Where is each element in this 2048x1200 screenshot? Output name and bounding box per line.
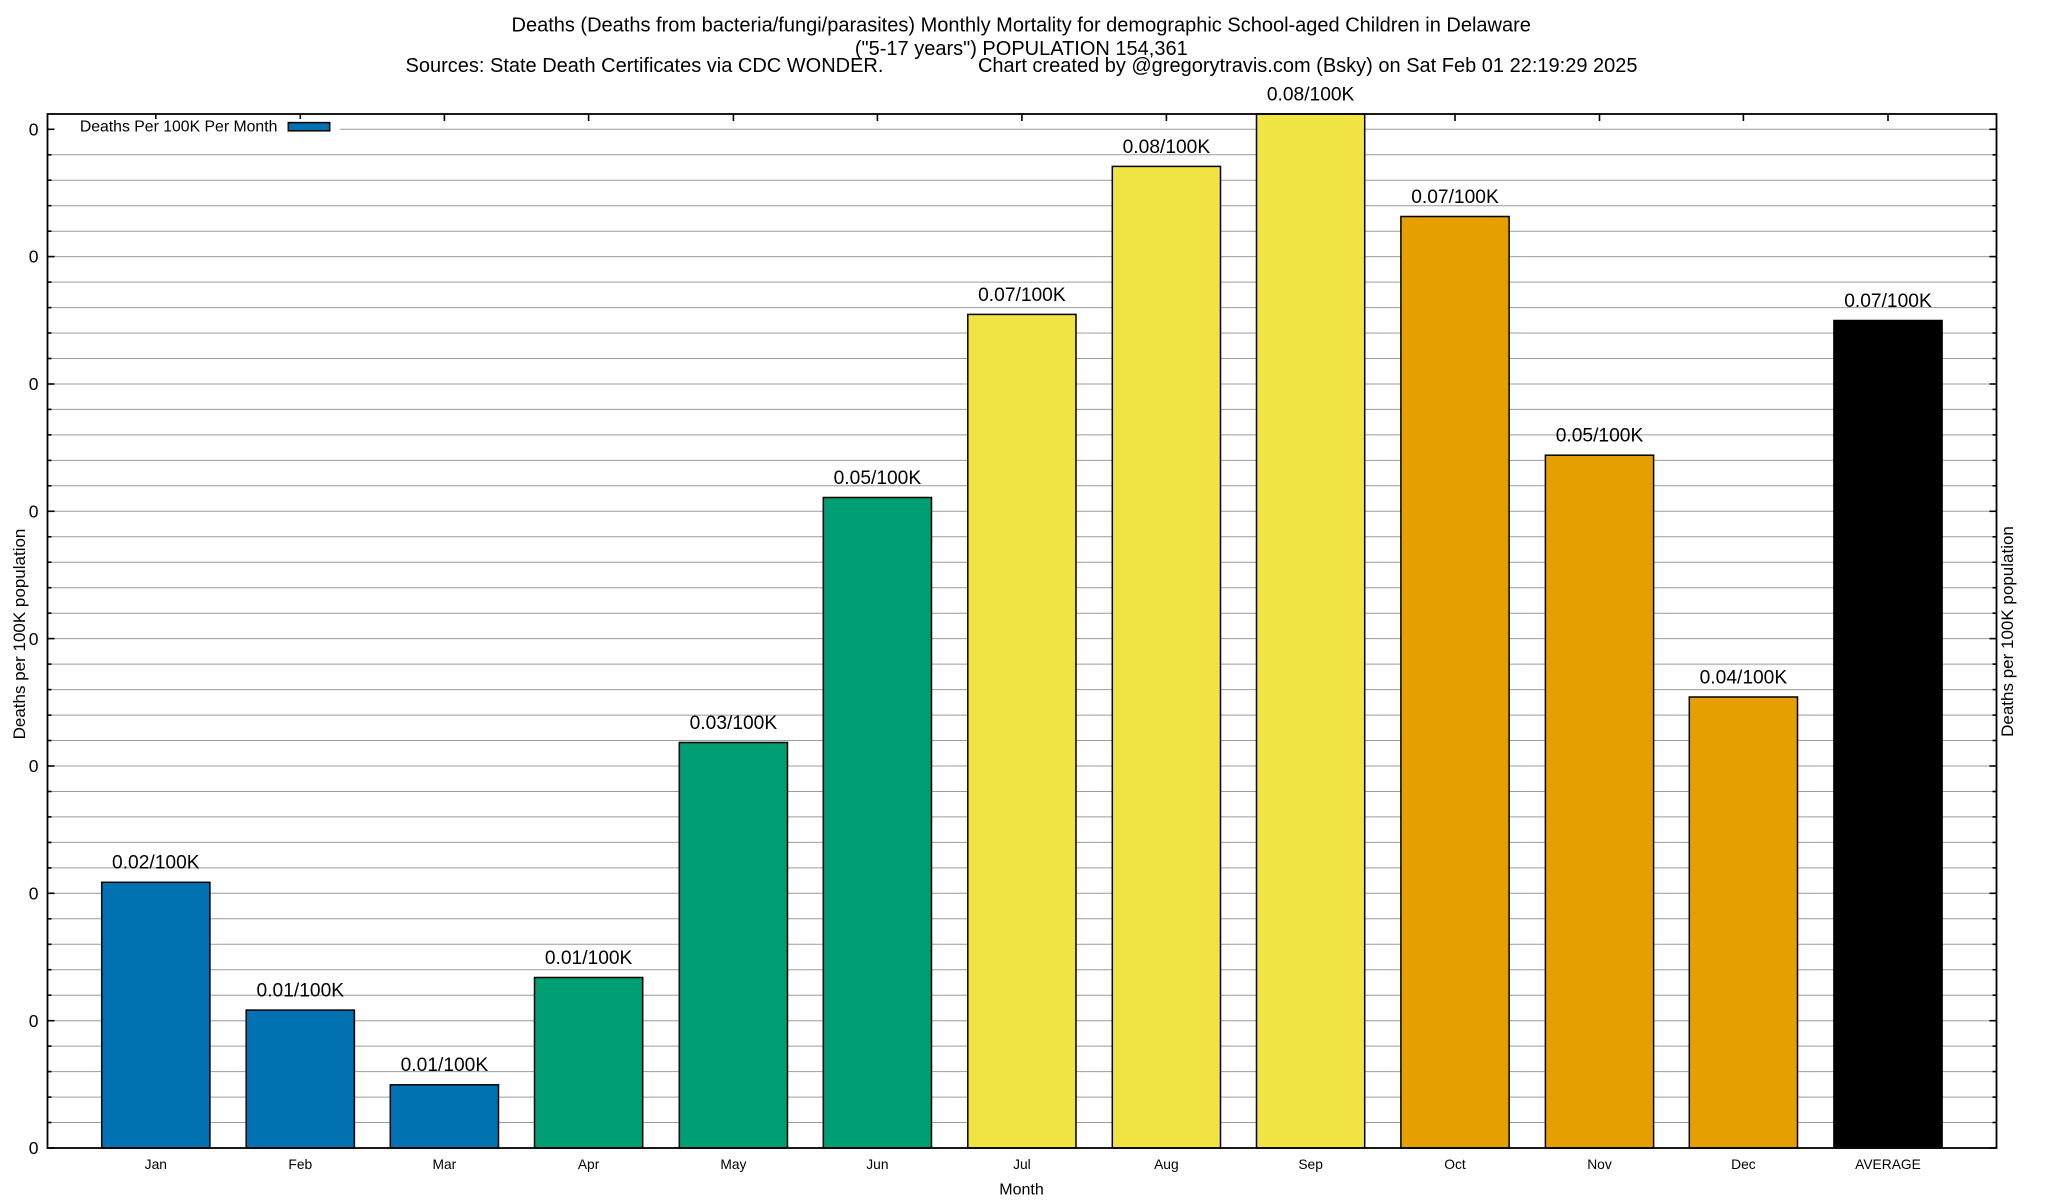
svg-text:0: 0 bbox=[29, 247, 39, 267]
svg-text:0.01/100K: 0.01/100K bbox=[545, 948, 633, 969]
svg-text:Sep: Sep bbox=[1298, 1157, 1323, 1172]
svg-text:("5-17 years") POPULATION 154,: ("5-17 years") POPULATION 154,361 bbox=[855, 38, 1188, 60]
svg-text:0: 0 bbox=[29, 883, 39, 903]
svg-text:0.07/100K: 0.07/100K bbox=[1411, 187, 1499, 208]
svg-text:Jul: Jul bbox=[1013, 1157, 1031, 1172]
svg-text:0: 0 bbox=[29, 501, 39, 521]
svg-text:Deaths per 100K population: Deaths per 100K population bbox=[1998, 526, 2017, 737]
svg-text:Feb: Feb bbox=[288, 1157, 312, 1172]
svg-text:Dec: Dec bbox=[1731, 1157, 1756, 1172]
svg-text:0.02/100K: 0.02/100K bbox=[112, 853, 200, 874]
svg-text:0: 0 bbox=[29, 1138, 39, 1158]
svg-text:Mar: Mar bbox=[433, 1157, 457, 1172]
svg-text:AVERAGE: AVERAGE bbox=[1855, 1157, 1921, 1172]
svg-text:0: 0 bbox=[29, 374, 39, 394]
svg-text:0: 0 bbox=[29, 629, 39, 649]
svg-text:0.08/100K: 0.08/100K bbox=[1267, 84, 1355, 105]
svg-text:May: May bbox=[720, 1157, 746, 1172]
svg-text:0.08/100K: 0.08/100K bbox=[1123, 137, 1211, 158]
svg-text:Apr: Apr bbox=[578, 1157, 600, 1172]
svg-text:Jan: Jan bbox=[145, 1157, 167, 1172]
svg-text:Oct: Oct bbox=[1444, 1157, 1466, 1172]
svg-text:Jun: Jun bbox=[866, 1157, 888, 1172]
svg-text:0.05/100K: 0.05/100K bbox=[834, 468, 922, 489]
svg-text:0: 0 bbox=[29, 756, 39, 776]
svg-text:0.07/100K: 0.07/100K bbox=[1844, 291, 1932, 312]
svg-text:Deaths per 100K population: Deaths per 100K population bbox=[10, 529, 29, 740]
svg-text:0: 0 bbox=[29, 1011, 39, 1031]
svg-text:0.04/100K: 0.04/100K bbox=[1700, 667, 1788, 688]
svg-text:Aug: Aug bbox=[1154, 1157, 1179, 1172]
svg-text:Chart created by @gregorytravi: Chart created by @gregorytravis.com (Bsk… bbox=[978, 55, 1638, 77]
svg-text:Nov: Nov bbox=[1587, 1157, 1612, 1172]
svg-text:Month: Month bbox=[999, 1181, 1043, 1198]
svg-text:Sources: State Death Certifica: Sources: State Death Certificates via CD… bbox=[406, 55, 884, 77]
svg-text:0: 0 bbox=[29, 119, 39, 139]
svg-text:0.01/100K: 0.01/100K bbox=[401, 1055, 489, 1076]
svg-text:0.01/100K: 0.01/100K bbox=[257, 981, 345, 1002]
svg-text:0.03/100K: 0.03/100K bbox=[690, 713, 778, 734]
svg-text:0.07/100K: 0.07/100K bbox=[978, 285, 1066, 306]
svg-text:Deaths (Deaths from bacteria/f: Deaths (Deaths from bacteria/fungi/paras… bbox=[512, 15, 1531, 37]
svg-text:0.05/100K: 0.05/100K bbox=[1556, 426, 1644, 447]
svg-text:Deaths Per 100K Per Month: Deaths Per 100K Per Month bbox=[80, 118, 278, 135]
